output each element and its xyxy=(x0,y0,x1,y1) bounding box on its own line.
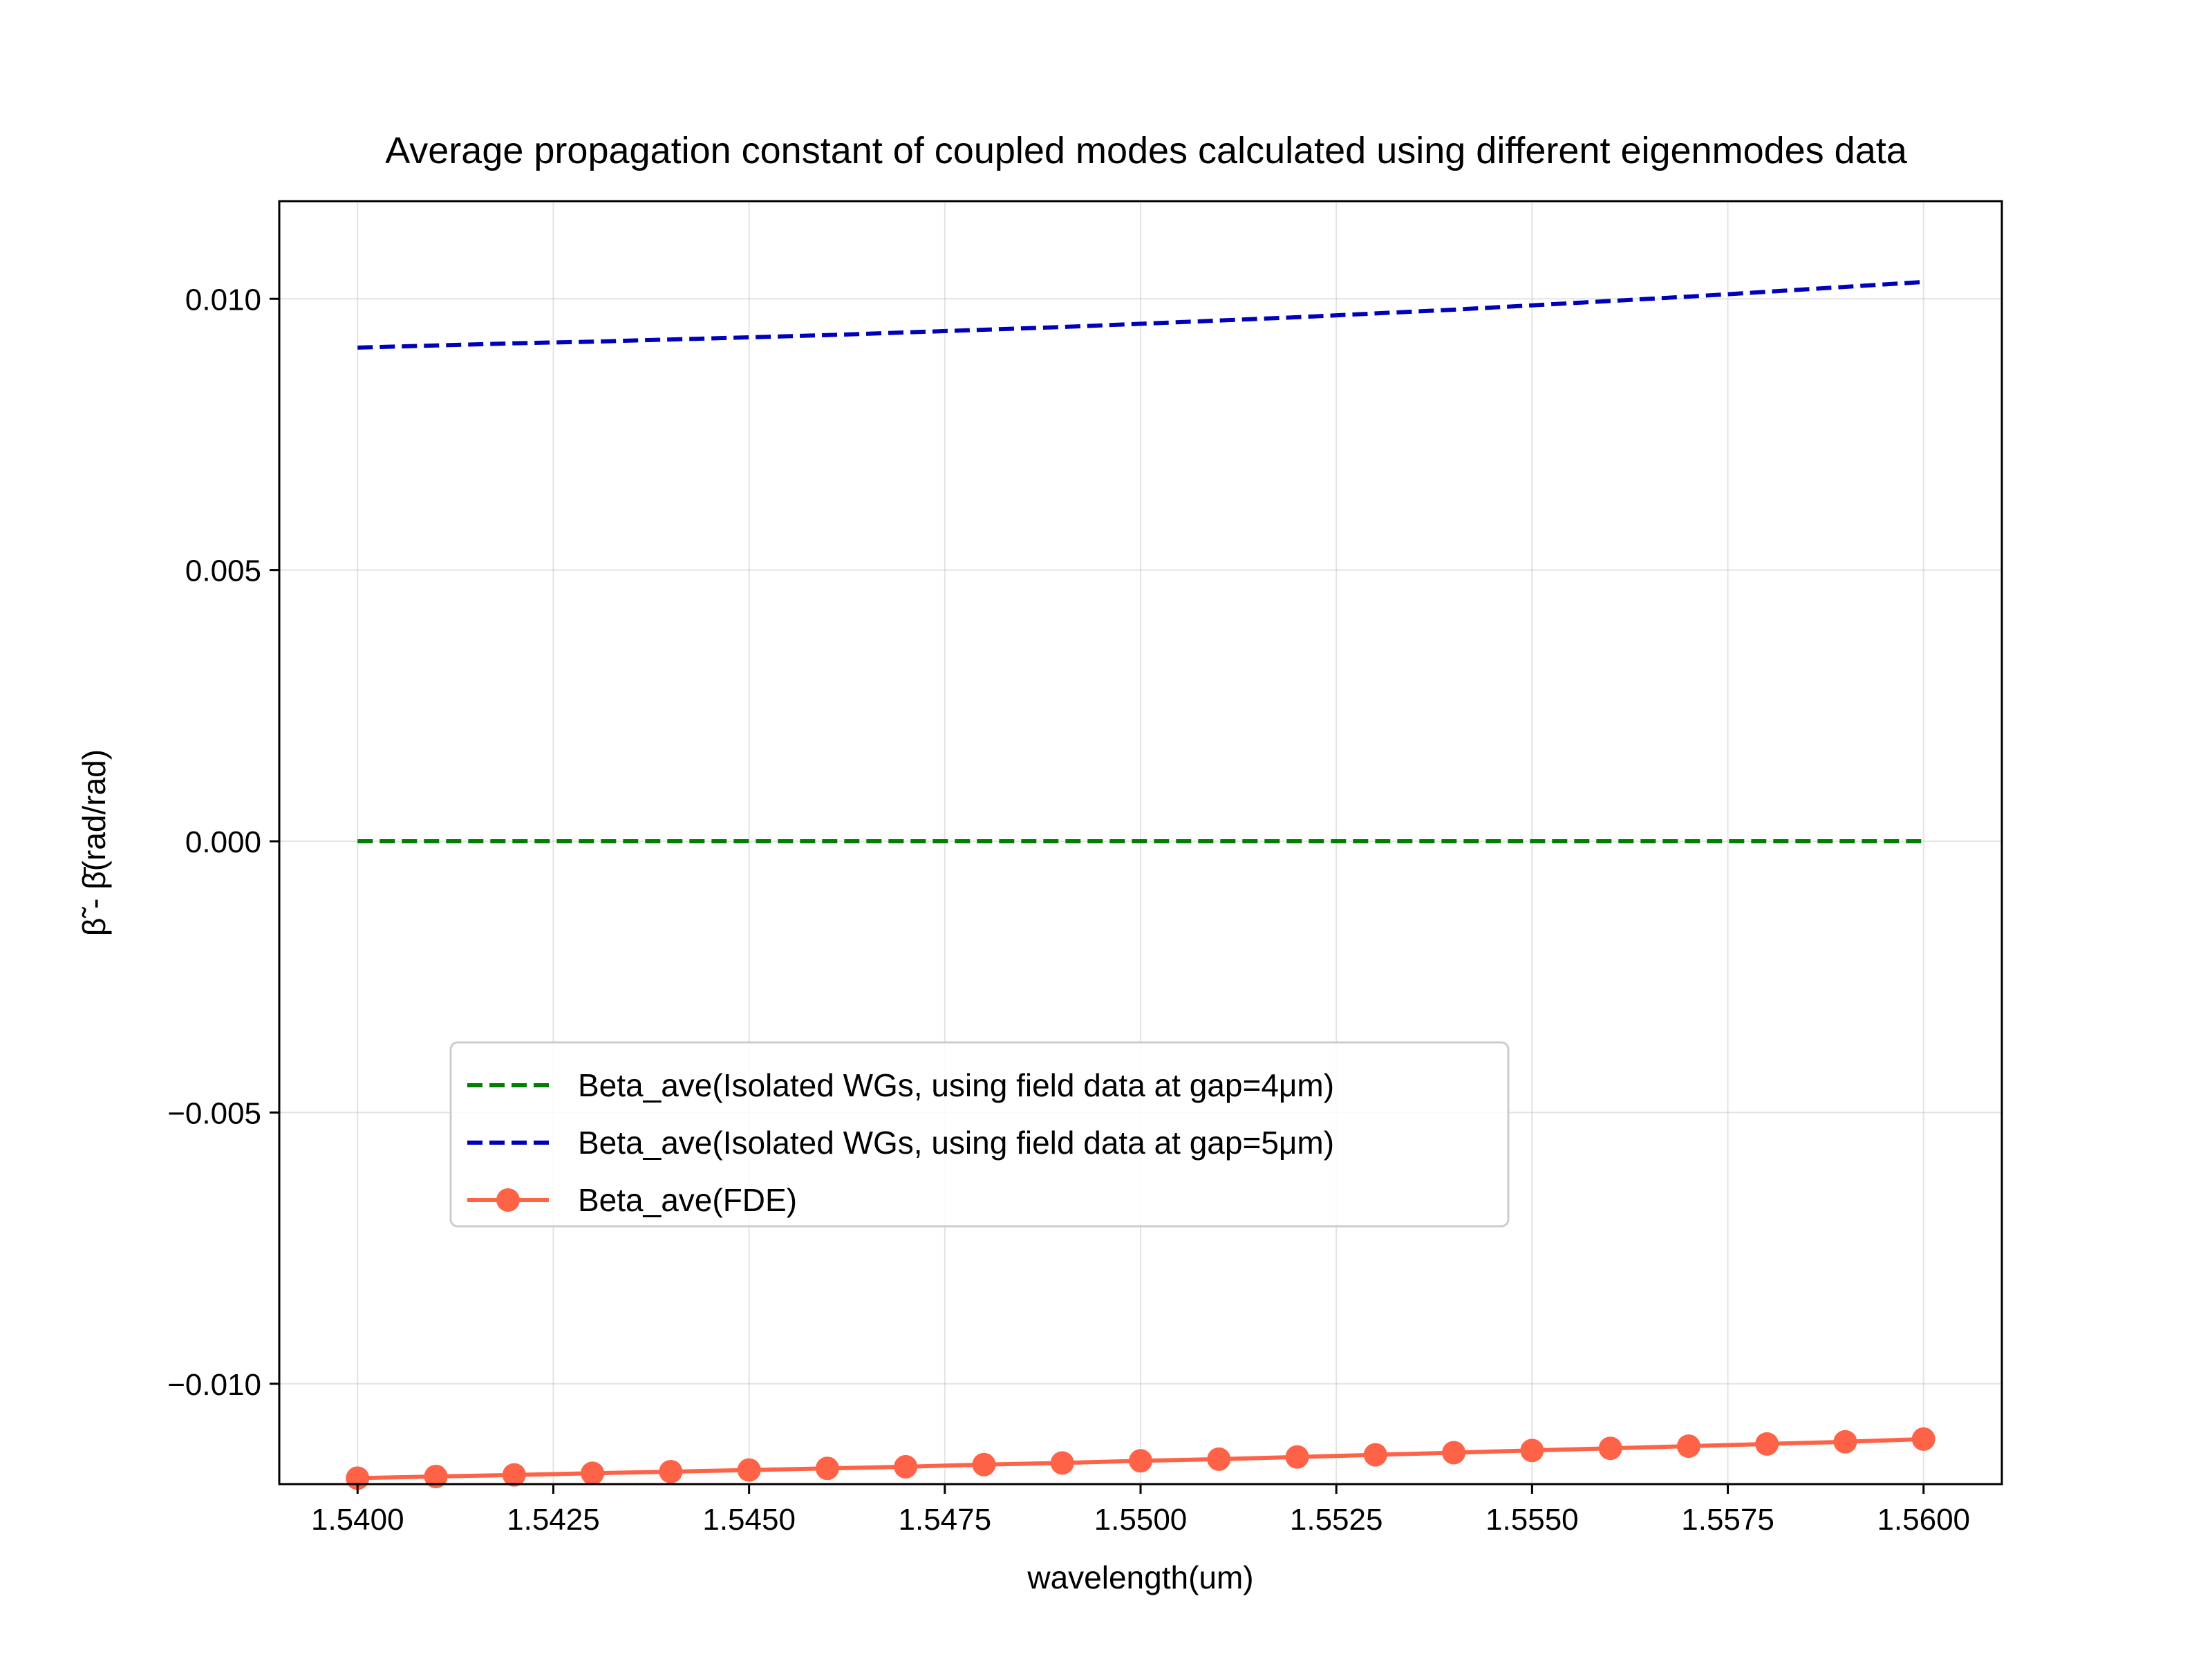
x-tick-label: 1.5600 xyxy=(1877,1503,1970,1537)
legend-label: Beta_ave(FDE) xyxy=(578,1182,797,1218)
data-point xyxy=(972,1452,996,1477)
data-point xyxy=(1520,1438,1544,1463)
legend-marker xyxy=(496,1188,520,1212)
y-tick-label: −0.005 xyxy=(167,1096,261,1130)
x-tick-label: 1.5500 xyxy=(1094,1503,1188,1537)
x-tick-label: 1.5575 xyxy=(1681,1503,1774,1537)
y-tick-label: 0.000 xyxy=(185,825,261,859)
y-axis-label: β̃ - β̄(rad/rad) xyxy=(76,749,112,936)
data-point xyxy=(1050,1451,1074,1475)
y-tick-label: −0.010 xyxy=(167,1368,261,1402)
data-point xyxy=(1755,1432,1779,1456)
data-point xyxy=(894,1454,918,1479)
series-2 xyxy=(357,279,1924,350)
x-tick-label: 1.5400 xyxy=(311,1503,404,1537)
data-point xyxy=(1676,1434,1700,1459)
data-point xyxy=(815,1456,839,1481)
data-point xyxy=(1911,1427,1936,1451)
x-tick-label: 1.5425 xyxy=(507,1503,600,1537)
data-point xyxy=(1442,1441,1466,1465)
x-tick-label: 1.5450 xyxy=(702,1503,796,1537)
data-point xyxy=(737,1458,761,1482)
data-point xyxy=(581,1461,605,1485)
data-point xyxy=(1598,1436,1622,1461)
x-axis: 1.5400 1.5425 1.5450 1.5475 1.5500 1.5525 1.55… xyxy=(311,1484,1970,1537)
series-line xyxy=(357,279,1924,350)
data-point xyxy=(1207,1447,1231,1471)
y-axis: −0.010 −0.005 0.000 0.005 0.010 xyxy=(167,283,279,1402)
data-point xyxy=(424,1465,448,1489)
data-point xyxy=(1285,1445,1309,1469)
chart-title: Average propagation constant of coupled … xyxy=(385,130,1907,171)
legend-label: Beta_ave(Isolated WGs, using field data … xyxy=(578,1067,1334,1103)
x-tick-label: 1.5550 xyxy=(1485,1503,1579,1537)
y-tick-label: 0.005 xyxy=(185,554,261,588)
legend-box xyxy=(449,1041,1510,1228)
series-layer xyxy=(346,279,1936,1490)
data-point xyxy=(502,1463,526,1487)
data-point xyxy=(659,1459,683,1483)
x-tick-label: 1.5475 xyxy=(899,1503,992,1537)
data-point xyxy=(1833,1430,1857,1454)
legend: Beta_ave(Isolated WGs, using field data … xyxy=(449,1041,1510,1228)
y-tick-label: 0.010 xyxy=(185,283,261,317)
x-tick-label: 1.5525 xyxy=(1290,1503,1383,1537)
data-point xyxy=(1363,1443,1387,1467)
x-axis-label: wavelength(um) xyxy=(1027,1559,1253,1595)
data-point xyxy=(1129,1449,1152,1473)
legend-label: Beta_ave(Isolated WGs, using field data … xyxy=(578,1125,1334,1161)
